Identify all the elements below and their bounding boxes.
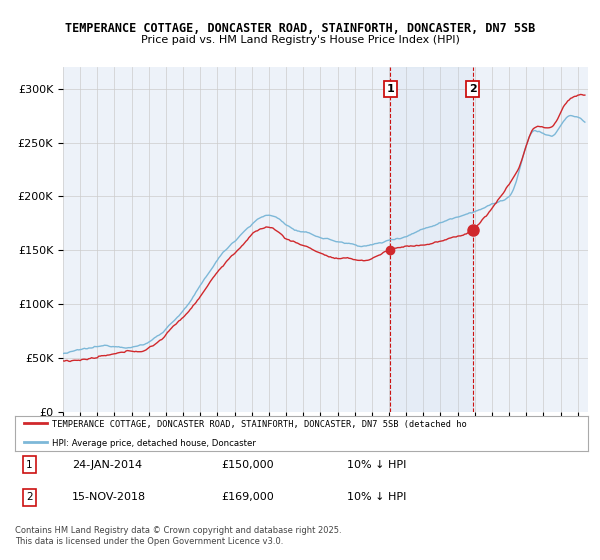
Text: Price paid vs. HM Land Registry's House Price Index (HPI): Price paid vs. HM Land Registry's House … <box>140 35 460 45</box>
Text: TEMPERANCE COTTAGE, DONCASTER ROAD, STAINFORTH, DONCASTER, DN7 5SB: TEMPERANCE COTTAGE, DONCASTER ROAD, STAI… <box>65 22 535 35</box>
Text: 24-JAN-2014: 24-JAN-2014 <box>73 460 142 469</box>
Text: 10% ↓ HPI: 10% ↓ HPI <box>347 492 407 502</box>
Text: 10% ↓ HPI: 10% ↓ HPI <box>347 460 407 469</box>
Text: Contains HM Land Registry data © Crown copyright and database right 2025.
This d: Contains HM Land Registry data © Crown c… <box>15 526 341 546</box>
Text: HPI: Average price, detached house, Doncaster: HPI: Average price, detached house, Donc… <box>52 438 256 447</box>
Text: 1: 1 <box>386 84 394 94</box>
Text: 15-NOV-2018: 15-NOV-2018 <box>73 492 146 502</box>
Text: 2: 2 <box>26 492 32 502</box>
Text: £169,000: £169,000 <box>221 492 274 502</box>
Text: 2: 2 <box>469 84 476 94</box>
Bar <box>390 67 473 412</box>
Text: TEMPERANCE COTTAGE, DONCASTER ROAD, STAINFORTH, DONCASTER, DN7 5SB (detached ho: TEMPERANCE COTTAGE, DONCASTER ROAD, STAI… <box>52 420 467 429</box>
Text: £150,000: £150,000 <box>221 460 274 469</box>
Text: 1: 1 <box>26 460 32 469</box>
